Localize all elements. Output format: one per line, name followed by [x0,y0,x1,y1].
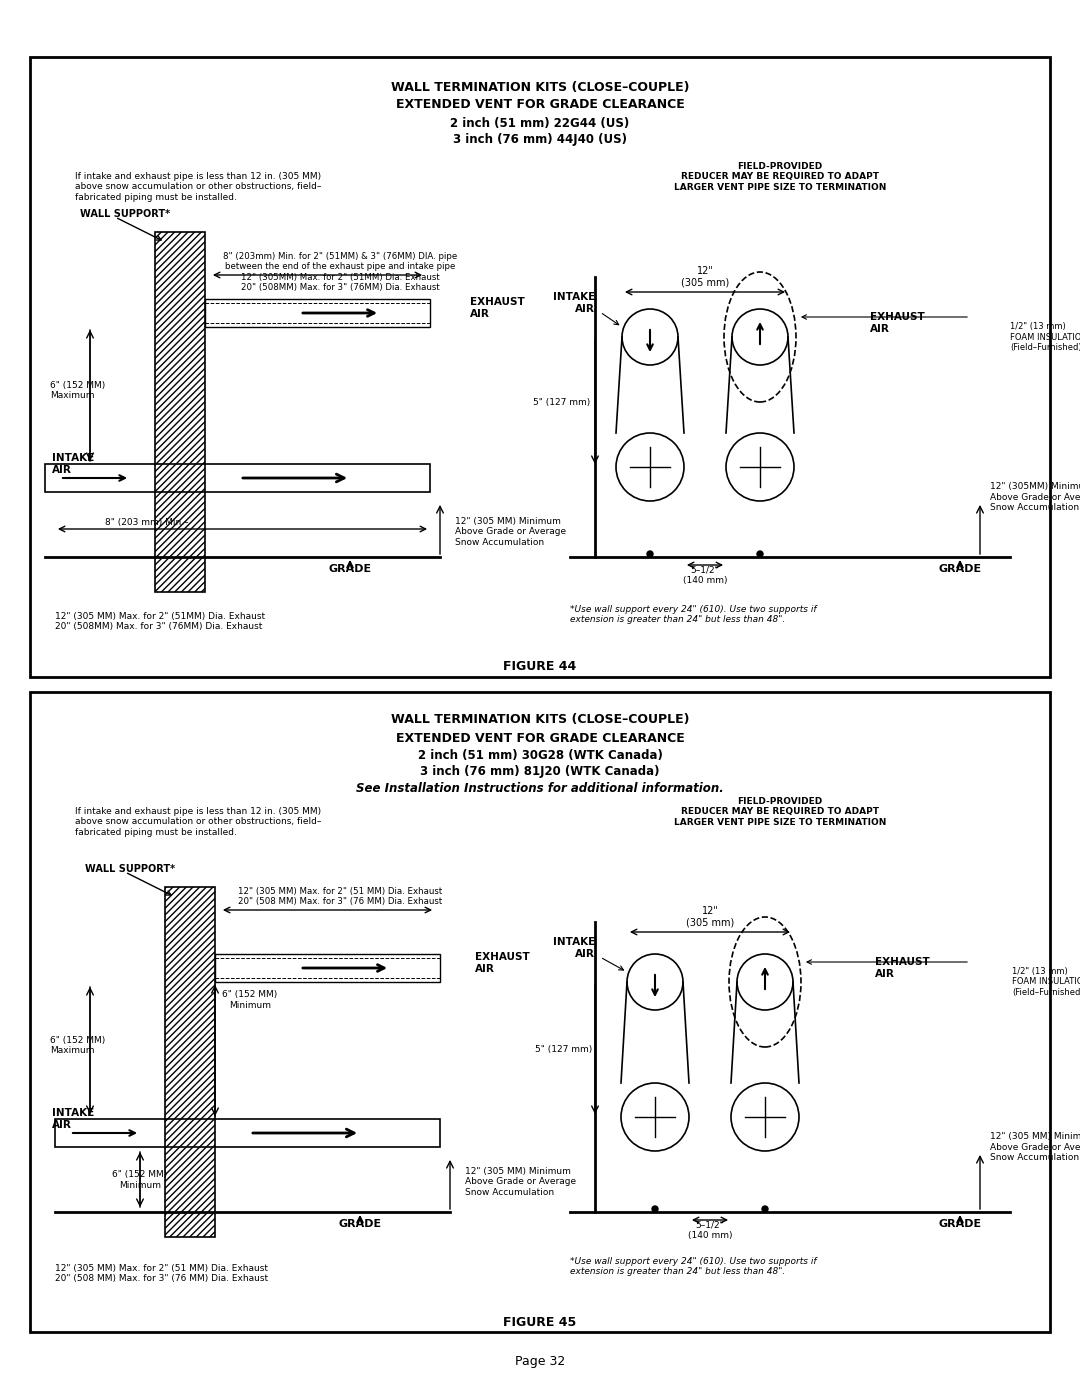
Text: 5–1/2"
(140 mm): 5–1/2" (140 mm) [683,566,727,585]
Text: EXHAUST
AIR: EXHAUST AIR [475,953,530,974]
Text: EXTENDED VENT FOR GRADE CLEARANCE: EXTENDED VENT FOR GRADE CLEARANCE [395,732,685,745]
Text: 12"
(305 mm): 12" (305 mm) [680,267,729,288]
Text: AIR: AIR [870,324,890,334]
Text: GRADE: GRADE [338,1220,381,1229]
Text: AIR: AIR [52,1120,72,1130]
Bar [30,692,1050,1331]
Text: 6" (152 MM)
Maximum: 6" (152 MM) Maximum [50,381,105,400]
Text: EXHAUST
AIR: EXHAUST AIR [470,298,525,319]
Text: INTAKE: INTAKE [52,453,94,462]
Bar [45,464,430,492]
Text: If intake and exhaust pipe is less than 12 in. (305 MM)
above snow accumulation : If intake and exhaust pipe is less than … [75,807,322,837]
Text: 12" (305 MM) Minimum
Above Grade or Average
Snow Accumulation: 12" (305 MM) Minimum Above Grade or Aver… [465,1166,576,1197]
Bar [165,887,215,1236]
Text: FIELD-PROVIDED
REDUCER MAY BE REQUIRED TO ADAPT
LARGER VENT PIPE SIZE TO TERMINA: FIELD-PROVIDED REDUCER MAY BE REQUIRED T… [674,798,887,827]
Text: See Installation Instructions for additional information.: See Installation Instructions for additi… [356,781,724,795]
Text: 1/2" (13 mm)
FOAM INSULATION
(Field–Furnished): 1/2" (13 mm) FOAM INSULATION (Field–Furn… [1012,967,1080,997]
Text: 5–1/2"
(140 mm): 5–1/2" (140 mm) [688,1221,732,1239]
Bar [30,57,1050,678]
Text: 6" (152 MM)
Minimum: 6" (152 MM) Minimum [222,990,278,1010]
Text: GRADE: GRADE [939,564,982,574]
Text: AIR: AIR [576,305,595,314]
Text: 6" (152 MM)
Minimum: 6" (152 MM) Minimum [112,1171,167,1190]
Circle shape [652,1206,658,1213]
Text: *Use wall support every 24" (610). Use two supports if
extension is greater than: *Use wall support every 24" (610). Use t… [570,1257,816,1277]
Text: 3 inch (76 mm) 81J20 (WTK Canada): 3 inch (76 mm) 81J20 (WTK Canada) [420,766,660,778]
Text: EXHAUST: EXHAUST [875,957,930,967]
Text: GRADE: GRADE [939,1220,982,1229]
Text: WALL SUPPORT*: WALL SUPPORT* [85,863,175,875]
Bar [156,232,205,592]
Circle shape [647,550,653,557]
Text: 3 inch (76 mm) 44J40 (US): 3 inch (76 mm) 44J40 (US) [453,133,627,145]
Bar [205,299,430,327]
Text: INTAKE: INTAKE [52,1108,94,1118]
Text: FIGURE 45: FIGURE 45 [503,1316,577,1329]
Circle shape [762,1206,768,1213]
Text: 12" (305 MM) Max. for 2" (51MM) Dia. Exhaust
20" (508MM) Max. for 3" (76MM) Dia.: 12" (305 MM) Max. for 2" (51MM) Dia. Exh… [55,612,265,631]
Text: INTAKE: INTAKE [553,292,595,302]
Text: EXTENDED VENT FOR GRADE CLEARANCE: EXTENDED VENT FOR GRADE CLEARANCE [395,99,685,112]
Bar [215,954,440,982]
Text: AIR: AIR [875,970,895,979]
Text: 12" (305 MM) Minimum
Above Grade or Average
Snow Accumulation: 12" (305 MM) Minimum Above Grade or Aver… [455,517,566,546]
Text: WALL SUPPORT*: WALL SUPPORT* [80,210,171,219]
Bar [55,1119,440,1147]
Text: 5" (127 mm): 5" (127 mm) [532,398,590,407]
Text: FIELD-PROVIDED
REDUCER MAY BE REQUIRED TO ADAPT
LARGER VENT PIPE SIZE TO TERMINA: FIELD-PROVIDED REDUCER MAY BE REQUIRED T… [674,162,887,191]
Text: 1/2" (13 mm)
FOAM INSULATION
(Field–Furnished): 1/2" (13 mm) FOAM INSULATION (Field–Furn… [1010,323,1080,352]
Text: 6" (152 MM)
Maximum: 6" (152 MM) Maximum [50,1035,105,1055]
Text: Page 32: Page 32 [515,1355,565,1369]
Text: WALL TERMINATION KITS (CLOSE–COUPLE): WALL TERMINATION KITS (CLOSE–COUPLE) [391,714,689,726]
Text: If intake and exhaust pipe is less than 12 in. (305 MM)
above snow accumulation : If intake and exhaust pipe is less than … [75,172,322,201]
Text: 12" (305MM) Minimum
Above Grade or Average
Snow Accumulation: 12" (305MM) Minimum Above Grade or Avera… [990,482,1080,511]
Text: 2 inch (51 mm) 30G28 (WTK Canada): 2 inch (51 mm) 30G28 (WTK Canada) [418,750,662,763]
Text: GRADE: GRADE [328,564,372,574]
Text: 8" (203mm) Min. for 2" (51MM) & 3" (76MM) DIA. pipe
between the end of the exhau: 8" (203mm) Min. for 2" (51MM) & 3" (76MM… [222,251,457,292]
Text: WALL TERMINATION KITS (CLOSE–COUPLE): WALL TERMINATION KITS (CLOSE–COUPLE) [391,81,689,94]
Text: 12" (305 MM) Max. for 2" (51 MM) Dia. Exhaust
20" (508 MM) Max. for 3" (76 MM) D: 12" (305 MM) Max. for 2" (51 MM) Dia. Ex… [238,887,442,907]
Text: 12"
(305 mm): 12" (305 mm) [686,907,734,928]
Text: 5" (127 mm): 5" (127 mm) [535,1045,592,1053]
Text: 12" (305 MM) Minimum
Above Grade or Average
Snow Accumulation: 12" (305 MM) Minimum Above Grade or Aver… [990,1132,1080,1162]
Text: 8" (203 mm) Min.–: 8" (203 mm) Min.– [105,517,189,527]
Text: INTAKE: INTAKE [553,937,595,947]
Text: 2 inch (51 mm) 22G44 (US): 2 inch (51 mm) 22G44 (US) [450,116,630,130]
Text: AIR: AIR [52,465,72,475]
Text: FIGURE 44: FIGURE 44 [503,661,577,673]
Text: 12" (305 MM) Max. for 2" (51 MM) Dia. Exhaust
20" (508 MM) Max. for 3" (76 MM) D: 12" (305 MM) Max. for 2" (51 MM) Dia. Ex… [55,1264,268,1284]
Text: *Use wall support every 24" (610). Use two supports if
extension is greater than: *Use wall support every 24" (610). Use t… [570,605,816,624]
Text: EXHAUST: EXHAUST [870,312,924,321]
Text: AIR: AIR [576,949,595,958]
Circle shape [757,550,762,557]
